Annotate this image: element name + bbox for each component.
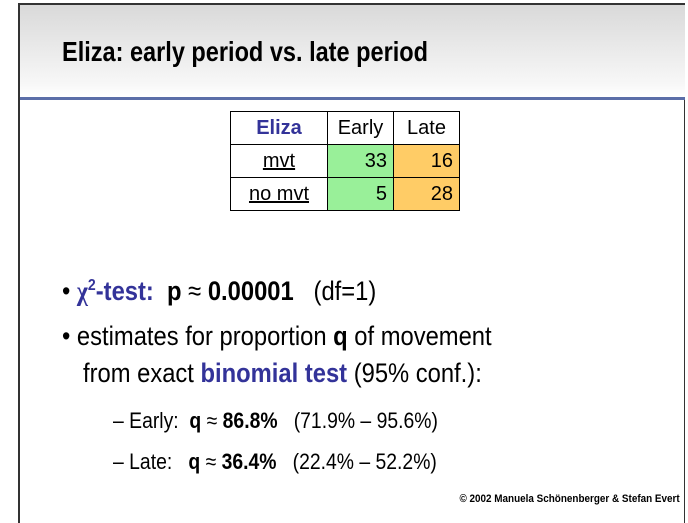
text: 86.8% <box>222 408 278 433</box>
table-header: Late <box>393 111 460 145</box>
text: of movement <box>354 321 492 351</box>
sub-bullet: – Early: q ≈ 86.8% (71.9% – 95.6%) <box>113 408 438 433</box>
text: (22.4% – 52.2%) <box>292 449 437 474</box>
table-cell: 5 <box>327 177 394 211</box>
footer: © 2002 Manuela Schönenberger & Stefan Ev… <box>459 493 680 505</box>
text: (71.9% – 95.6%) <box>293 408 438 433</box>
table-cell: 16 <box>393 144 460 178</box>
frame <box>18 3 685 523</box>
sub-bullet: – Late: q ≈ 36.4% (22.4% – 52.2%) <box>113 449 437 474</box>
text: ≈ <box>188 276 202 306</box>
bullet-continuation: from exact binomial test (95% conf.): <box>83 358 482 389</box>
text: ≈ <box>205 449 217 474</box>
bullet: • χ2-test: p ≈ 0.00001 (df=1) <box>62 276 377 306</box>
bullet: • estimates for proportion q of movement <box>62 321 492 351</box>
text: binomial test <box>200 358 348 388</box>
table-cell: 33 <box>327 144 394 178</box>
row-header: mvt <box>230 144 328 178</box>
table-header: Early <box>327 111 394 145</box>
text: 0.00001 <box>207 276 294 306</box>
text: q <box>333 321 348 351</box>
text: Late: <box>129 449 173 474</box>
text: 2 <box>87 277 96 294</box>
text: χ <box>76 276 88 306</box>
text: -test: <box>95 276 154 306</box>
text: ≈ <box>206 408 218 433</box>
table-cell: 28 <box>393 177 460 211</box>
text: (95% conf.): <box>353 358 482 388</box>
slide-title: Eliza: early period vs. late period <box>62 36 429 67</box>
row-header: no mvt <box>230 177 328 211</box>
data-table: Eliza Early Late mvt 33 16 no mvt 5 28 <box>230 111 460 211</box>
table-header: Eliza <box>230 111 328 145</box>
text: q <box>188 449 201 474</box>
text: q <box>189 408 202 433</box>
title-band <box>20 5 685 100</box>
text: p <box>167 276 182 306</box>
text: 36.4% <box>221 449 277 474</box>
text: (df=1) <box>313 276 377 306</box>
text: Early: <box>129 408 179 433</box>
text: estimates for proportion <box>76 321 327 351</box>
text: from exact <box>83 358 194 388</box>
